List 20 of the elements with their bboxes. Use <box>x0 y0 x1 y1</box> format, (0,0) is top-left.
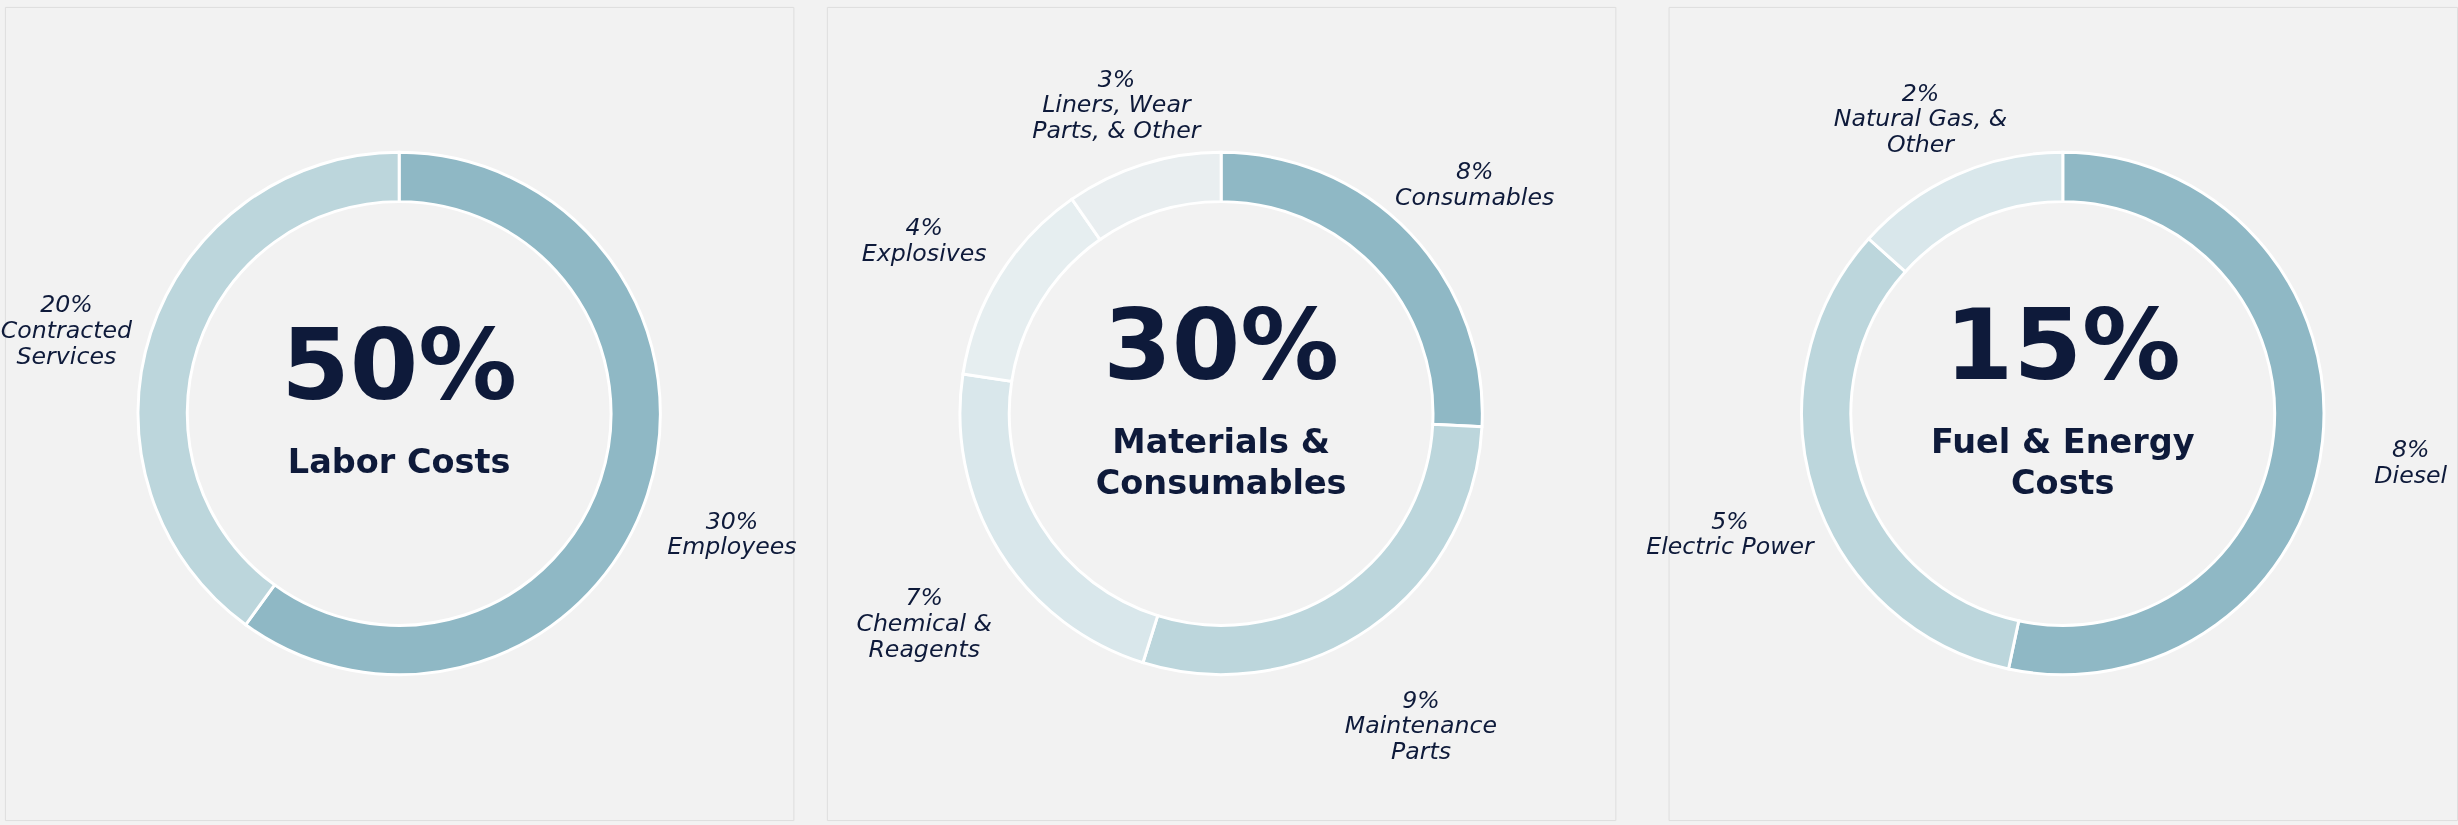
slice-label: Chemical & Reagents <box>856 609 993 663</box>
text: 50% <box>281 307 518 422</box>
data-label: 9% <box>1402 685 1440 714</box>
slice-label: Diesel <box>2374 460 2448 489</box>
text: Labor Costs <box>287 441 511 481</box>
data-label: 8% <box>2391 434 2430 463</box>
text: 15% <box>1944 288 2181 403</box>
slice-label: Maintenance Parts <box>1344 711 1498 765</box>
data-label: 3% <box>1097 64 1136 93</box>
slice-label: Liners, Wear Parts, & Other <box>1032 90 1202 144</box>
text: Materials & Consumables <box>1095 421 1347 503</box>
data-label: 2% <box>1901 78 1940 107</box>
data-label: 30% <box>705 506 759 535</box>
text: Fuel & Energy Costs <box>1930 421 2195 503</box>
text: 30% <box>1103 288 1340 403</box>
slice-label: Employees <box>667 532 797 561</box>
slice-label: Natural Gas, & Other <box>1833 104 2008 159</box>
data-label: 5% <box>1711 506 1749 535</box>
slice-label: Electric Power <box>1646 532 1816 561</box>
data-label: 7% <box>905 583 943 612</box>
